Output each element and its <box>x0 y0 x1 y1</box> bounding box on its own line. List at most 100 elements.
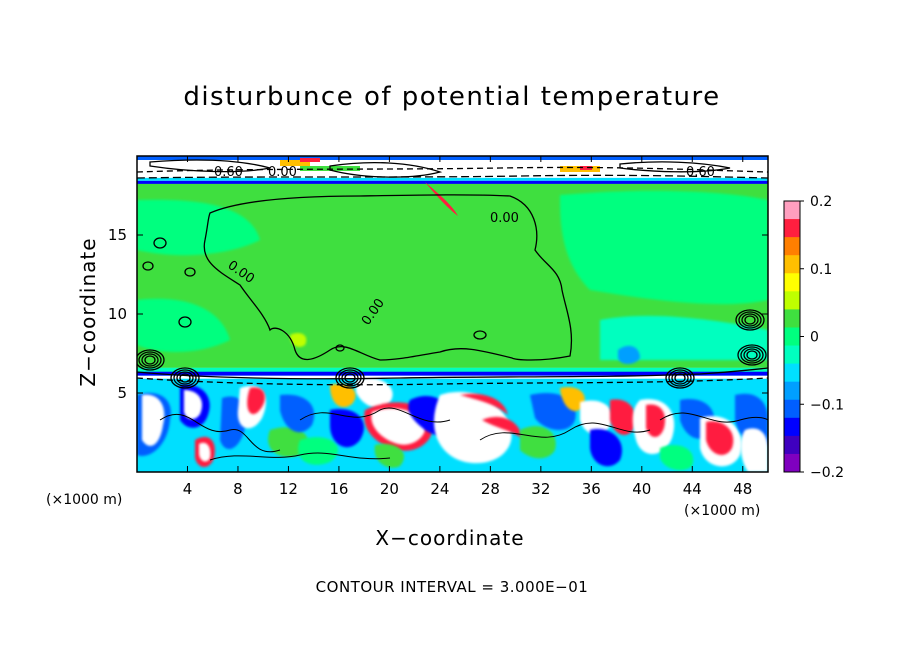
contour-lines <box>137 159 768 461</box>
lower-blob-34 <box>706 421 734 455</box>
boundary-band-cyan <box>137 367 768 373</box>
colorbar-segment-3 <box>784 237 800 256</box>
contour-cluster-4-1 <box>735 309 765 331</box>
contour-cluster-6-4 <box>674 373 686 383</box>
contour-cluster-1-2 <box>138 351 162 369</box>
x-axis-label: X−coordinate <box>375 526 525 550</box>
x-tick-label-2: 8 <box>233 480 243 498</box>
lower-blob-6 <box>199 442 211 462</box>
colorbar-segment-14 <box>784 435 800 455</box>
colorbar-segment-1 <box>784 201 800 220</box>
top-band-darkblue <box>137 180 768 184</box>
contour-cluster-5-3 <box>743 348 761 362</box>
lower-blob-12 <box>298 437 339 465</box>
colorbar-segment-12 <box>784 399 800 419</box>
y-tick-label-3: 15 <box>108 226 127 244</box>
colorbar-tick-label-3: 0 <box>810 330 819 346</box>
lower-contour-1 <box>159 413 281 453</box>
upper-patch-4 <box>137 298 230 352</box>
contour-cluster-1-3 <box>141 353 159 367</box>
contour-cluster-1-1 <box>137 349 165 371</box>
contour-cluster-3-1 <box>335 367 365 389</box>
lower-blob-23 <box>520 426 556 459</box>
boundary-band-blue <box>137 371 768 376</box>
x-tick-label-5: 20 <box>380 480 399 498</box>
y-tick-label-2: 10 <box>108 305 127 323</box>
temperature-field: 0.60 0.00 0.600.000.000.00 <box>137 156 768 472</box>
lower-blob-28 <box>610 399 636 435</box>
lower-blob-17 <box>371 408 426 445</box>
contour-cluster-3-3 <box>341 371 359 385</box>
contour-cluster-5-1 <box>737 344 767 366</box>
small-contour-3 <box>184 267 196 277</box>
x-unit-right: (×1000 m) <box>684 503 761 519</box>
lower-blob-9 <box>247 387 265 415</box>
lower-blob-25 <box>560 387 585 412</box>
colorbar-segment-10 <box>784 363 800 383</box>
colorbar-tick-label-4: −0.1 <box>810 397 844 413</box>
contour-cluster-4-2 <box>738 311 762 329</box>
colorbar-tick-label-1: 0.2 <box>810 194 832 210</box>
boundary-contour-1 <box>137 367 768 380</box>
small-contour-1 <box>153 237 167 249</box>
chart-title: disturbunce of potential temperature <box>183 82 721 112</box>
contour-cluster-3-2 <box>338 369 362 387</box>
lower-blob-20 <box>434 391 512 464</box>
colorbar-segment-11 <box>784 381 800 401</box>
updraft-streak <box>425 182 458 216</box>
lower-blob-10 <box>268 427 309 458</box>
small-contour-2 <box>142 261 154 271</box>
y-tick-label-1: 5 <box>117 384 127 402</box>
contour-label-3: 0.60 <box>686 165 715 180</box>
lower-blob-15 <box>356 377 393 408</box>
contour-interval-caption: CONTOUR INTERVAL = 3.000E−01 <box>315 578 589 596</box>
lower-blob-13 <box>330 383 356 408</box>
lower-contour-5 <box>209 452 391 461</box>
contour-cluster-2-3 <box>176 371 194 385</box>
colorbar-tick-label-5: −0.2 <box>810 465 844 481</box>
contour-cluster-3-4 <box>344 373 356 383</box>
contour-cluster-5-2 <box>740 346 764 364</box>
small-contour-6 <box>473 330 487 340</box>
x-tick-label-7: 28 <box>481 480 500 498</box>
x-tick-label-8: 32 <box>531 480 550 498</box>
contour-cluster-6-2 <box>668 369 692 387</box>
lower-blob-31 <box>660 445 694 471</box>
lower-blob-36 <box>740 428 768 472</box>
lower-blob-18 <box>374 443 404 468</box>
lower-blob-30 <box>646 404 666 437</box>
x-tick-label-1: 4 <box>183 480 193 498</box>
upper-patch-7 <box>290 333 307 347</box>
contour-cluster-4-3 <box>741 313 759 327</box>
lower-blob-21 <box>460 393 508 415</box>
upper-patch-6 <box>618 345 640 364</box>
lower-blob-14 <box>330 409 364 448</box>
lower-contour-2 <box>299 407 451 423</box>
top-spot-1 <box>280 160 310 166</box>
upper-patch-1 <box>137 199 260 256</box>
lower-blob-22 <box>482 416 522 438</box>
top-contour-dashed-2 <box>137 174 768 179</box>
contour-cluster-4-4 <box>744 315 756 325</box>
x-tick-label-11: 44 <box>683 480 702 498</box>
colorbar-segment-7 <box>784 309 800 328</box>
contour-cluster-6-1 <box>665 367 695 389</box>
lower-blob-11 <box>280 394 315 433</box>
x-tick-label-3: 12 <box>279 480 298 498</box>
lower-blob-26 <box>580 400 613 435</box>
top-spot-2 <box>300 158 320 162</box>
colorbar-segment-5 <box>784 273 800 292</box>
x-unit-left: (×1000 m) <box>46 492 123 508</box>
top-spot-4 <box>580 166 592 170</box>
contour-cluster-5-4 <box>746 350 758 360</box>
y-axis-label: Z−coordinate <box>76 237 100 387</box>
zero-contour-main <box>203 194 573 361</box>
top-contour-dashed-1 <box>137 166 768 173</box>
contour-cluster-1-4 <box>144 355 156 365</box>
small-contour-5 <box>335 344 345 352</box>
lower-blob-4 <box>184 390 203 420</box>
colorbar-segment-2 <box>784 219 800 238</box>
lower-contour-4 <box>659 412 768 423</box>
contour-cluster-6-3 <box>671 371 689 385</box>
